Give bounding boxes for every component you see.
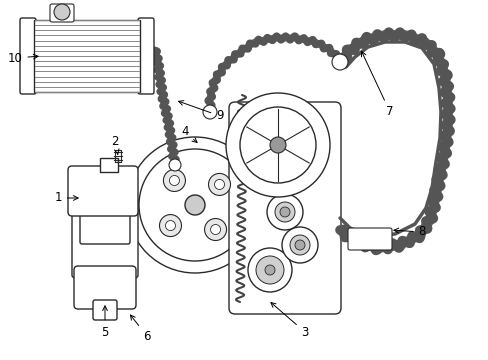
Circle shape — [208, 174, 230, 195]
FancyBboxPatch shape — [20, 18, 36, 94]
Text: 7: 7 — [361, 51, 393, 118]
Bar — [100, 158, 118, 172]
Circle shape — [214, 179, 224, 189]
Text: 5: 5 — [101, 306, 108, 338]
Text: 2: 2 — [111, 135, 119, 154]
Circle shape — [163, 170, 185, 192]
Circle shape — [210, 225, 220, 234]
Circle shape — [204, 219, 226, 240]
FancyBboxPatch shape — [347, 228, 391, 250]
Text: 9: 9 — [178, 101, 224, 122]
Circle shape — [274, 202, 294, 222]
Text: 3: 3 — [270, 302, 308, 338]
Circle shape — [225, 93, 329, 197]
Circle shape — [159, 215, 181, 237]
Circle shape — [127, 137, 263, 273]
FancyBboxPatch shape — [74, 266, 136, 309]
FancyBboxPatch shape — [93, 300, 117, 320]
Circle shape — [165, 221, 175, 230]
FancyBboxPatch shape — [228, 102, 340, 314]
Circle shape — [247, 248, 291, 292]
FancyBboxPatch shape — [80, 210, 130, 244]
Circle shape — [169, 159, 181, 171]
Bar — [34, 20, 140, 92]
Circle shape — [256, 256, 284, 284]
Circle shape — [289, 235, 309, 255]
Circle shape — [169, 175, 179, 185]
Circle shape — [269, 137, 285, 153]
Text: 8: 8 — [393, 225, 425, 238]
Circle shape — [266, 194, 303, 230]
Text: 1: 1 — [54, 192, 78, 204]
Circle shape — [203, 105, 217, 119]
Circle shape — [240, 107, 315, 183]
Circle shape — [294, 240, 305, 250]
Text: 6: 6 — [130, 315, 150, 342]
Circle shape — [264, 265, 274, 275]
Text: 10: 10 — [7, 51, 38, 64]
Text: 4: 4 — [181, 126, 197, 143]
Circle shape — [282, 227, 317, 263]
FancyBboxPatch shape — [50, 4, 74, 22]
FancyBboxPatch shape — [138, 18, 154, 94]
FancyBboxPatch shape — [68, 166, 138, 216]
Circle shape — [184, 195, 204, 215]
Circle shape — [54, 4, 70, 20]
FancyBboxPatch shape — [72, 197, 138, 278]
Circle shape — [331, 54, 347, 70]
Circle shape — [139, 149, 250, 261]
Circle shape — [280, 207, 289, 217]
